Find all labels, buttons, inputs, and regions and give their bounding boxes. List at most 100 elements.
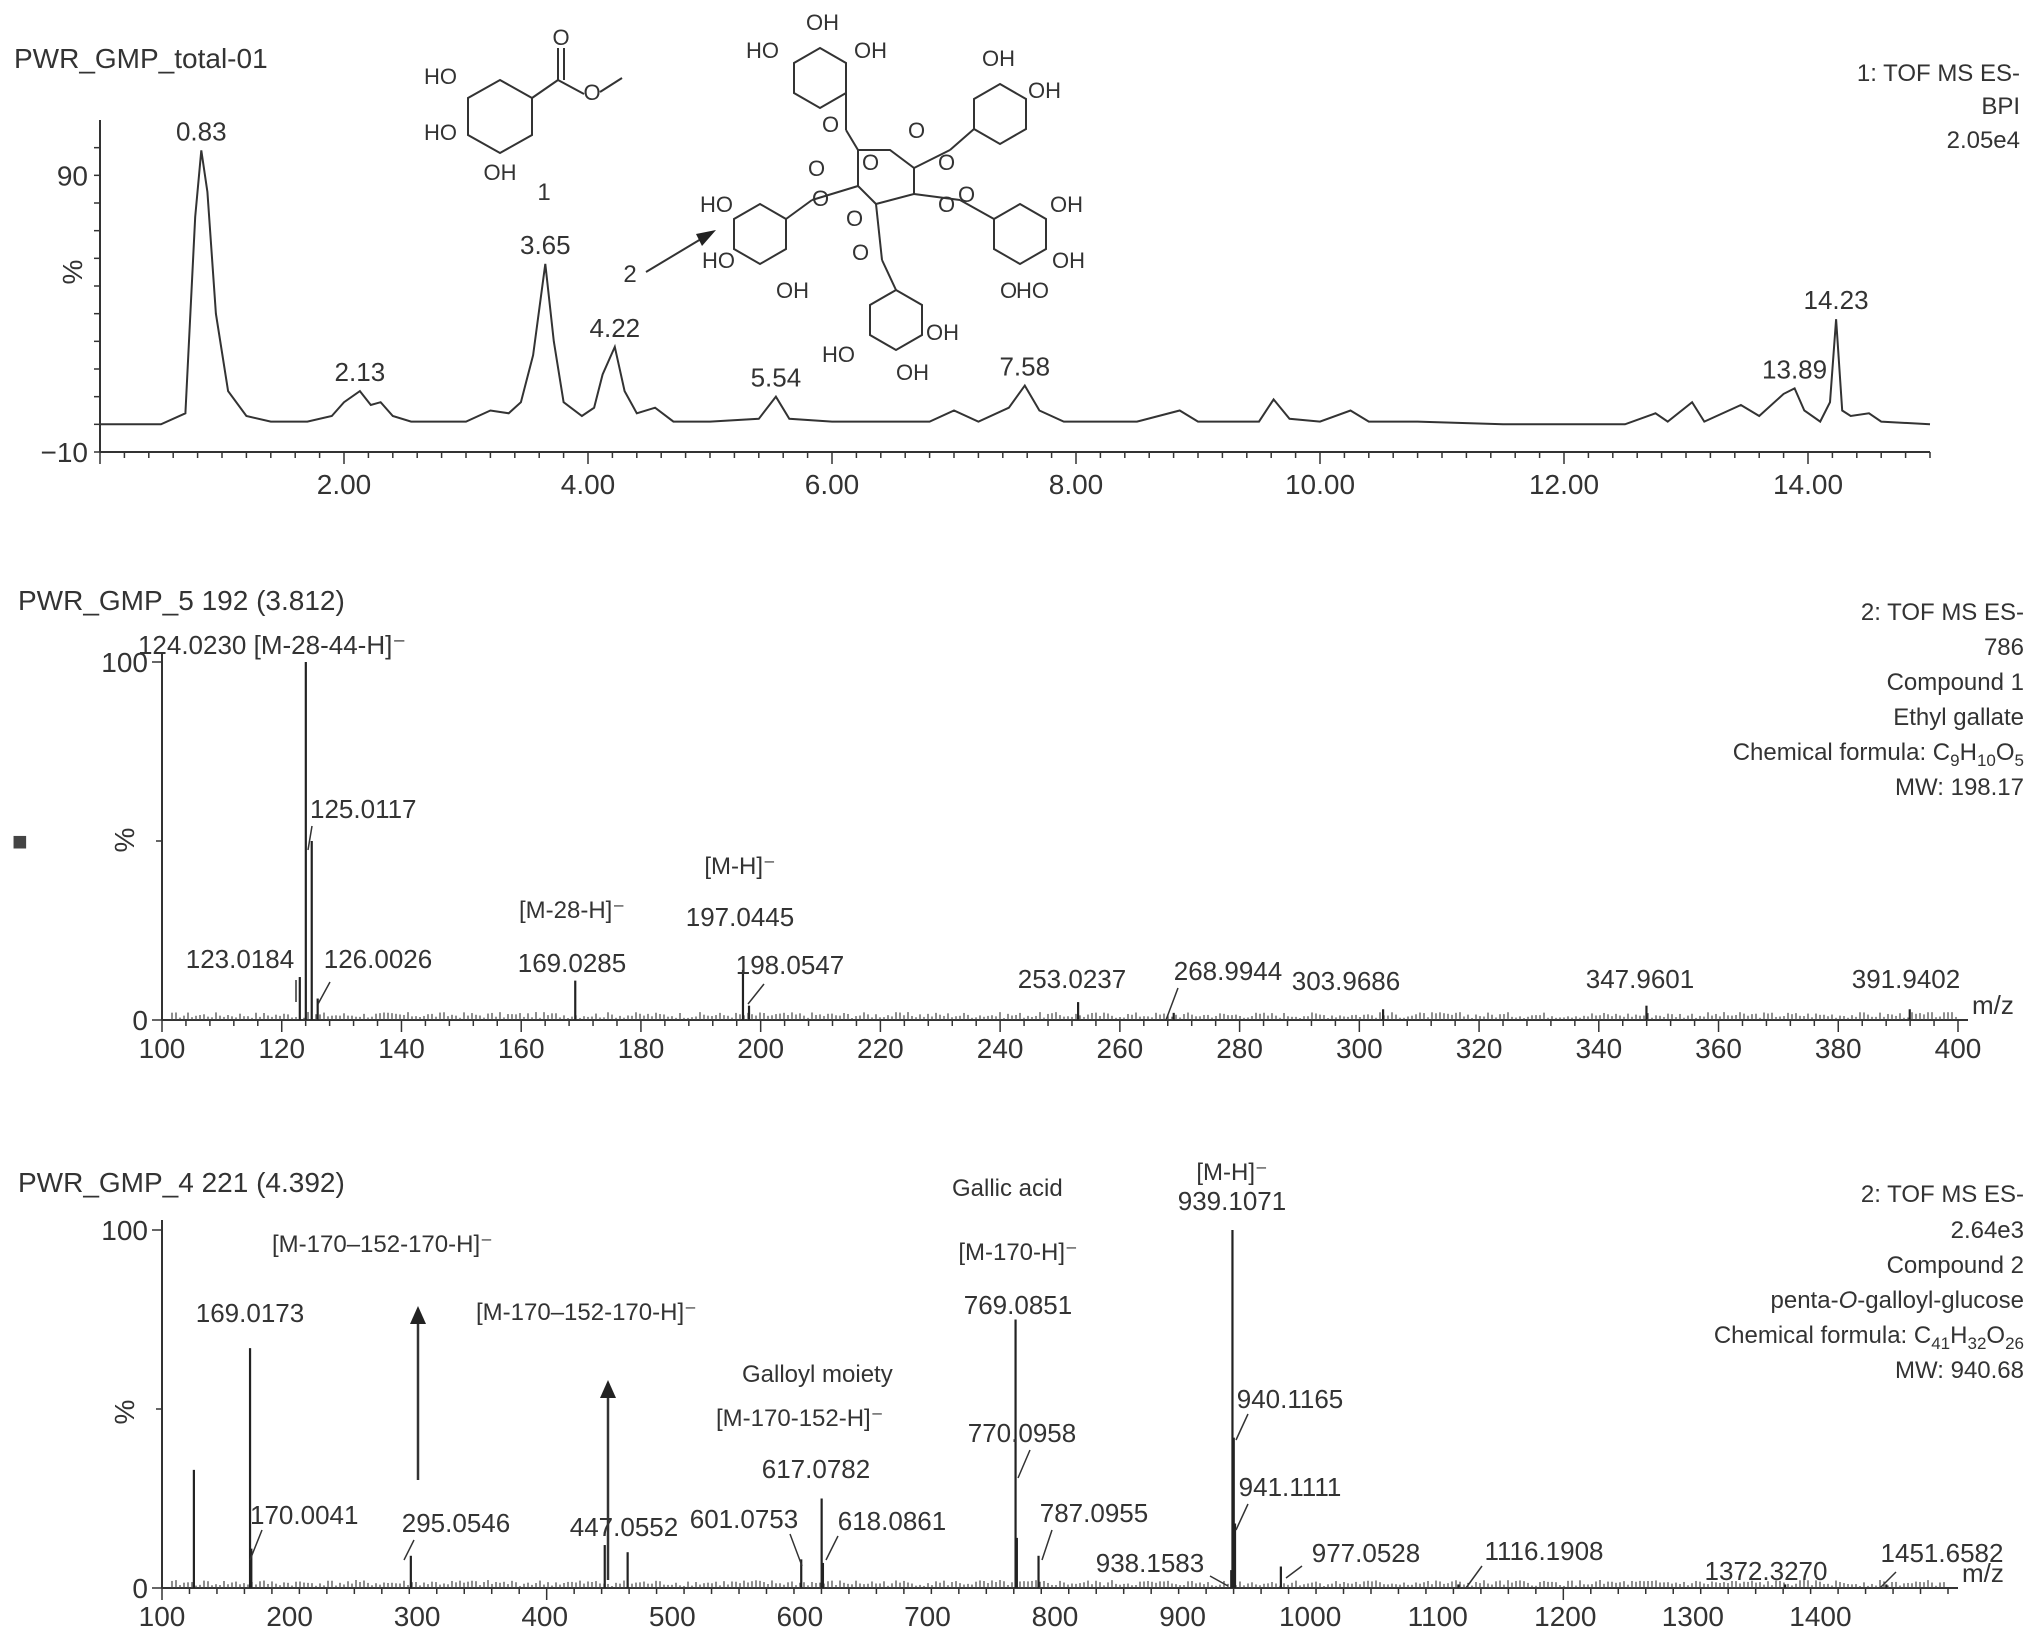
pgg-atom: O	[822, 112, 839, 137]
ms-spectrum-1-panel: PWR_GMP_5 192 (3.812) 2: TOF MS ES- 786 …	[12, 585, 2024, 1064]
ms1-peak-label: 303.9686	[1292, 966, 1400, 996]
ms-spectrum-2-panel: PWR_GMP_4 221 (4.392) 2: TOF MS ES- 2.64…	[18, 1159, 2024, 1632]
pgg-atom: OH	[776, 278, 809, 303]
chromatogram-x-tick-label: 4.00	[561, 469, 616, 500]
ethyl-gallate-atom: HO	[424, 64, 457, 89]
ethyl-gallate-atom: OH	[484, 160, 517, 185]
chromatogram-peak-label: 2.13	[335, 357, 386, 387]
pgg-galloyl-ring	[733, 202, 787, 266]
ethyl-gallate-structure	[467, 48, 623, 155]
compound-name-part: penta-	[1771, 1287, 1839, 1314]
ms2-info-line-6: MW: 940.68	[1895, 1357, 2024, 1384]
ms2-x-axis-label: m/z	[1962, 1558, 2004, 1588]
ms1-label-leader	[1165, 987, 1179, 1021]
ms2-y-tick-label: 100	[101, 1215, 148, 1246]
ms1-label-leader	[747, 983, 765, 1005]
pgg-atom: O	[908, 118, 925, 143]
compound-name-part: -galloyl-glucose	[1857, 1287, 2024, 1314]
ms2-formula-prefix: Chemical formula: C	[1714, 1322, 1931, 1349]
ethyl-gallate-atom: O	[583, 80, 600, 105]
pgg-atom: OH	[926, 320, 959, 345]
ms1-peak-label: 126.0026	[324, 944, 432, 974]
compound-name-part: O	[1839, 1287, 1858, 1314]
ms1-x-tick-label: 160	[498, 1033, 545, 1064]
compound-2-arrow	[645, 230, 716, 273]
pgg-structure	[733, 46, 1047, 352]
ms2-compound-name: penta-O-galloyl-glucose	[1771, 1287, 2024, 1314]
ms1-y-tick-label: 100	[101, 647, 148, 678]
pgg-atom: O	[938, 150, 955, 175]
pgg-atom: HO	[822, 342, 855, 367]
ethyl-gallate-bond	[599, 77, 623, 93]
ethyl-gallate-atom: O	[552, 25, 569, 50]
ms1-formula-prefix: Chemical formula: C	[1733, 739, 1950, 766]
ms2-label-leader	[1235, 1503, 1249, 1531]
ms2-x-tick-label: 1400	[1789, 1601, 1851, 1632]
formula-element: H	[1960, 739, 1977, 766]
formula-subscript: 10	[1977, 751, 1996, 770]
ms1-peak-label: 391.9402	[1852, 964, 1960, 994]
ms2-annotation-loss-2: [M-170–152-170-H]⁻	[476, 1299, 697, 1326]
pgg-atom: OH	[896, 360, 929, 385]
compound-1-marker: 1	[537, 179, 550, 206]
chromatogram-info-line-3: 2.05e4	[1947, 127, 2020, 154]
ms1-peak-annotation: [M-H]⁻	[704, 853, 775, 880]
pgg-atom: OH	[982, 46, 1015, 71]
chromatogram-peak-label: 13.89	[1762, 354, 1827, 384]
ms1-x-tick-label: 360	[1695, 1033, 1742, 1064]
chromatogram-panel: PWR_GMP_total-01 1: TOF MS ES- BPI 2.05e…	[14, 10, 2020, 500]
pgg-galloyl-ring	[869, 288, 923, 352]
ms2-peak-label: 938.1583	[1096, 1548, 1204, 1578]
chromatogram-trace	[100, 150, 1931, 426]
pgg-bond	[959, 199, 995, 220]
formula-subscript: 41	[1931, 1334, 1950, 1353]
ms1-peak-label: 124.0230 [M-28-44-H]⁻	[138, 630, 406, 660]
ms2-x-tick-label: 200	[266, 1601, 313, 1632]
ms1-x-tick-label: 380	[1815, 1033, 1862, 1064]
ms1-label-leader	[317, 981, 331, 1005]
pgg-bond	[913, 193, 961, 201]
pgg-bond	[875, 203, 883, 261]
ms1-info-line-3: Compound 1	[1887, 669, 2024, 696]
ms2-peak-label: 618.0861	[838, 1506, 946, 1536]
ms2-peak-label: 617.0782	[762, 1454, 870, 1484]
ms1-x-tick-label: 260	[1097, 1033, 1144, 1064]
ms2-x-tick-label: 1200	[1534, 1601, 1596, 1632]
chromatogram-title: PWR_GMP_total-01	[14, 43, 268, 74]
ethyl-gallate-bond	[531, 79, 559, 99]
ms2-x-tick-label: 300	[394, 1601, 441, 1632]
ms2-annotation-galloyl-ion: [M-170-152-H]⁻	[716, 1405, 883, 1432]
compound-2-marker: 2	[623, 261, 636, 288]
ms2-peak-annotation: [M-170-H]⁻	[958, 1239, 1077, 1266]
chromatogram-peak-label: 14.23	[1804, 285, 1869, 315]
ms1-peak-label: 169.0285	[518, 948, 626, 978]
chromatogram-x-tick-label: 10.00	[1285, 469, 1355, 500]
pgg-atom: O	[808, 156, 825, 181]
ms1-title: PWR_GMP_5 192 (3.812)	[18, 585, 345, 616]
pgg-atom: O	[1000, 278, 1017, 303]
pgg-atom: OH	[806, 10, 839, 35]
chromatogram-peak-label: 3.65	[520, 230, 571, 260]
ms2-label-leader	[1041, 1529, 1053, 1561]
pgg-bond	[949, 128, 975, 151]
ms2-x-tick-label: 1000	[1279, 1601, 1341, 1632]
chromatogram-y-axis-label: %	[57, 260, 88, 285]
ms2-peak-label: 770.0958	[968, 1418, 1076, 1448]
ms2-label-leader	[249, 1529, 263, 1561]
ms2-peak-label: 169.0173	[196, 1298, 304, 1328]
ms2-peak-label: 787.0955	[1040, 1498, 1148, 1528]
ms2-label-leader	[403, 1539, 415, 1561]
pgg-atom: O	[812, 186, 829, 211]
ms2-plot: 169.0173 170.0041 295.0546 447.0552 601.0753…	[171, 1159, 2003, 1589]
pgg-atom: HO	[702, 248, 735, 273]
ms2-label-leader	[1235, 1413, 1249, 1441]
ms1-axes: 100 120 140 160 180 200 220 240 260 280 300 320 340 3…	[101, 647, 2014, 1064]
ms2-peak-label: 941.1111	[1239, 1472, 1342, 1502]
ms2-label-leader	[1465, 1565, 1483, 1589]
ms2-label-leader	[1209, 1575, 1229, 1587]
ms2-annotation-galloyl: Galloyl moiety	[742, 1361, 893, 1388]
pgg-atom: OH	[854, 38, 887, 63]
ms1-formula-line: Chemical formula: C9H10O5	[1733, 739, 2024, 770]
ms2-info-line-2: 2.64e3	[1951, 1217, 2024, 1244]
chromatogram-peak-label: 7.58	[999, 352, 1050, 382]
